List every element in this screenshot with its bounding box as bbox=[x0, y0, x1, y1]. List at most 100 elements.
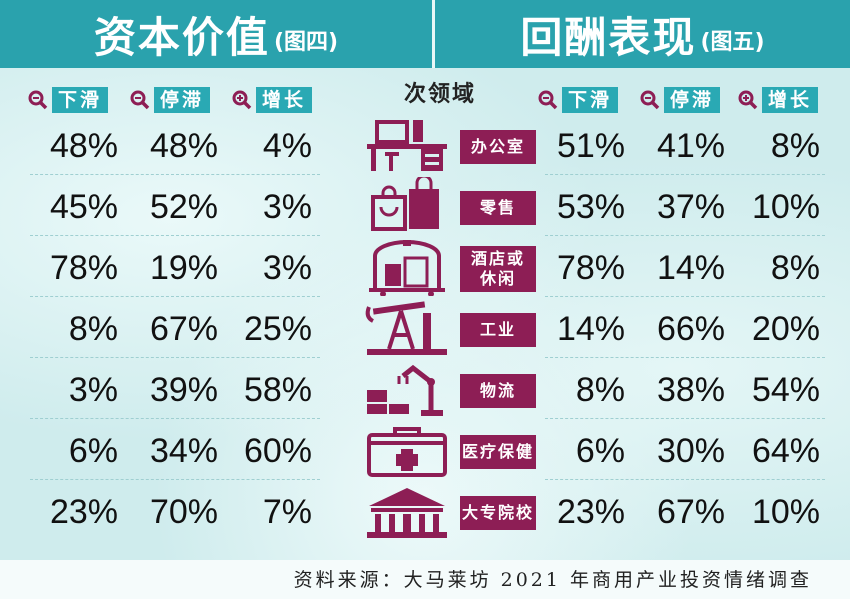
return-performance-cell: 66% bbox=[656, 310, 725, 348]
hotel-luggage-cart-icon bbox=[369, 240, 445, 296]
subsector-label: 零售 bbox=[460, 191, 536, 225]
subsector-label: 物流 bbox=[460, 374, 536, 408]
subsector-label-line: 办公室 bbox=[470, 137, 525, 156]
capital-value-cell: 8% bbox=[68, 310, 118, 348]
return-performance-subtitle: (图五) bbox=[700, 30, 765, 55]
return-performance-cell: 6% bbox=[575, 432, 625, 470]
subsector-label-line: 零售 bbox=[479, 198, 516, 217]
return-performance-cell: 78% bbox=[556, 249, 625, 287]
capital-value-cell: 52% bbox=[149, 188, 218, 226]
zoom-in-icon bbox=[738, 90, 758, 110]
footer-band bbox=[0, 560, 850, 599]
return-performance-cell: 8% bbox=[770, 249, 820, 287]
zoom-out-icon bbox=[130, 90, 150, 110]
row-separator bbox=[30, 357, 320, 358]
capital-value-cell: 25% bbox=[243, 310, 312, 348]
return-performance-cell: 54% bbox=[751, 371, 820, 409]
return-performance-cell: 67% bbox=[656, 493, 725, 531]
capital-value-cell: 67% bbox=[149, 310, 218, 348]
row-separator bbox=[30, 418, 320, 419]
zoom-out-icon bbox=[640, 90, 660, 110]
university-building-icon bbox=[367, 488, 447, 538]
shopping-bag-icon bbox=[371, 177, 439, 231]
zoom-in-icon bbox=[232, 90, 252, 110]
capital-value-cell: 7% bbox=[262, 493, 312, 531]
return-performance-cell: 53% bbox=[556, 188, 625, 226]
row-separator bbox=[30, 174, 320, 175]
capital-value-cell: 60% bbox=[243, 432, 312, 470]
subsector-label: 工业 bbox=[460, 313, 536, 347]
left-col-stagnant-header: 停滞 bbox=[130, 86, 211, 114]
subsector-label-line: 酒店或 bbox=[470, 249, 525, 268]
return-performance-cell: 10% bbox=[751, 188, 820, 226]
capital-value-cell: 19% bbox=[149, 249, 218, 287]
return-performance-cell: 64% bbox=[751, 432, 820, 470]
return-performance-cell: 23% bbox=[556, 493, 625, 531]
capital-value-cell: 3% bbox=[262, 188, 312, 226]
subsector-label-line: 医疗保健 bbox=[461, 442, 534, 461]
stagnant-tag: 停滞 bbox=[154, 87, 211, 113]
return-performance-cell: 8% bbox=[770, 127, 820, 165]
right-col-decline-header: 下滑 bbox=[538, 86, 619, 114]
zoom-out-icon bbox=[28, 90, 48, 110]
decline-tag: 下滑 bbox=[52, 87, 109, 113]
capital-value-cell: 6% bbox=[68, 432, 118, 470]
right-col-stagnant-header: 停滞 bbox=[640, 86, 721, 114]
source-note: 资料来源：大马莱坊 2021 年商用产业投资情绪调查 bbox=[293, 569, 812, 591]
right-col-growth-header: 增长 bbox=[738, 86, 819, 114]
oil-pump-icon bbox=[365, 301, 447, 355]
growth-tag: 增长 bbox=[256, 87, 313, 113]
row-separator bbox=[545, 357, 825, 358]
left-col-decline-header: 下滑 bbox=[28, 86, 109, 114]
return-performance-cell: 51% bbox=[556, 127, 625, 165]
capital-value-cell: 45% bbox=[49, 188, 118, 226]
capital-value-cell: 58% bbox=[243, 371, 312, 409]
return-performance-cell: 41% bbox=[656, 127, 725, 165]
subsector-label-line: 休闲 bbox=[479, 269, 516, 288]
row-separator bbox=[545, 418, 825, 419]
subsector-label-line: 大专院校 bbox=[461, 503, 534, 522]
header-divider bbox=[432, 0, 435, 68]
subsector-label-line: 工业 bbox=[479, 320, 516, 339]
subsector-label: 办公室 bbox=[460, 130, 536, 164]
return-performance-header: 回酬表现 (图五) bbox=[435, 0, 850, 68]
row-separator bbox=[545, 479, 825, 480]
capital-value-cell: 78% bbox=[49, 249, 118, 287]
return-performance-cell: 37% bbox=[656, 188, 725, 226]
robot-arm-boxes-icon bbox=[367, 364, 443, 416]
zoom-out-icon bbox=[538, 90, 558, 110]
left-col-growth-header: 增长 bbox=[232, 86, 313, 114]
return-performance-cell: 20% bbox=[751, 310, 820, 348]
decline-tag: 下滑 bbox=[562, 87, 619, 113]
return-performance-cell: 14% bbox=[656, 249, 725, 287]
return-performance-cell: 14% bbox=[556, 310, 625, 348]
subsector-label: 医疗保健 bbox=[460, 435, 536, 469]
capital-value-cell: 3% bbox=[68, 371, 118, 409]
capital-value-cell: 34% bbox=[149, 432, 218, 470]
capital-value-cell: 48% bbox=[49, 127, 118, 165]
capital-value-cell: 48% bbox=[149, 127, 218, 165]
return-performance-cell: 38% bbox=[656, 371, 725, 409]
return-performance-title: 回酬表现 bbox=[520, 12, 697, 62]
row-separator bbox=[30, 296, 320, 297]
row-separator bbox=[545, 296, 825, 297]
row-separator bbox=[545, 235, 825, 236]
subsector-label-line: 物流 bbox=[479, 381, 516, 400]
medical-kit-icon bbox=[367, 427, 447, 477]
return-performance-cell: 8% bbox=[575, 371, 625, 409]
return-performance-cell: 10% bbox=[751, 493, 820, 531]
stagnant-tag: 停滞 bbox=[664, 87, 721, 113]
capital-value-cell: 4% bbox=[262, 127, 312, 165]
return-performance-cell: 30% bbox=[656, 432, 725, 470]
capital-value-cell: 70% bbox=[149, 493, 218, 531]
growth-tag: 增长 bbox=[762, 87, 819, 113]
row-separator bbox=[545, 174, 825, 175]
subsector-label: 酒店或 休闲 bbox=[460, 246, 536, 292]
office-desk-icon bbox=[367, 120, 447, 171]
row-separator bbox=[30, 235, 320, 236]
capital-value-subtitle: (图四) bbox=[273, 30, 339, 55]
row-separator bbox=[30, 479, 320, 480]
subsector-label: 大专院校 bbox=[460, 496, 536, 530]
capital-value-header: 资本价值 (图四) bbox=[0, 0, 432, 68]
capital-value-cell: 23% bbox=[49, 493, 118, 531]
